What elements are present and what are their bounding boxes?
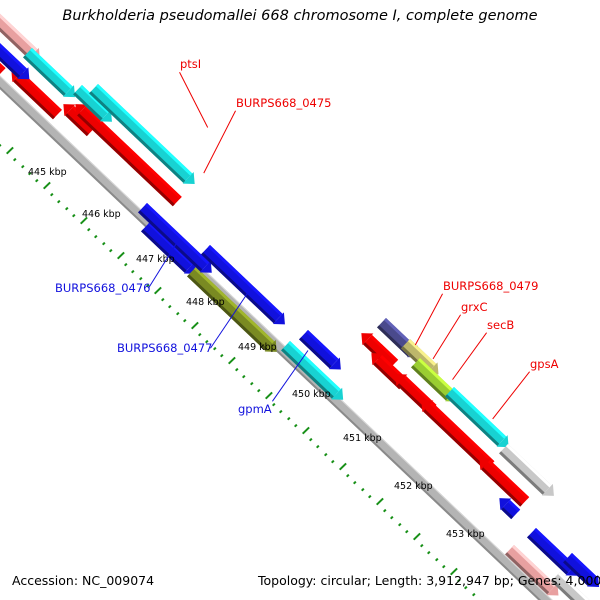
ruler-label-449: 449 kbp <box>238 342 277 353</box>
feature-label-secB[interactable]: secB <box>487 318 515 332</box>
feature-label-gpsA[interactable]: gpsA <box>530 357 559 371</box>
page-title: Burkholderia pseudomallei 668 chromosome… <box>62 8 538 24</box>
ruler-label-452: 452 kbp <box>394 481 433 492</box>
ruler-label-445: 445 kbp <box>28 167 67 178</box>
ruler-label-450: 450 kbp <box>292 389 331 400</box>
feature-label-gpmA[interactable]: gpmA <box>238 402 272 416</box>
feature-label-BURPS668_0479[interactable]: BURPS668_0479 <box>443 279 539 293</box>
ruler-label-446: 446 kbp <box>82 209 121 220</box>
accession-text: Accession: NC_009074 <box>12 573 155 588</box>
ruler-label-448: 448 kbp <box>186 297 225 308</box>
feature-label-ptsI[interactable]: ptsI <box>180 57 202 71</box>
feature-label-BURPS668_0475[interactable]: BURPS668_0475 <box>236 96 332 110</box>
ruler-label-447: 447 kbp <box>136 254 175 265</box>
ruler-label-453: 453 kbp <box>446 529 485 540</box>
ruler-label-451: 451 kbp <box>343 433 382 444</box>
axis-backbone-bar <box>0 66 600 600</box>
topology-text: Topology: circular; Length: 3,912,947 bp… <box>258 573 600 588</box>
feature-label-BURPS668_0476[interactable]: BURPS668_0476 <box>55 281 151 295</box>
status-bar: Accession: NC_009074 Topology: circular;… <box>0 566 600 600</box>
feature-label-BURPS668_0477[interactable]: BURPS668_0477 <box>117 341 213 355</box>
feature-label-grxC[interactable]: grxC <box>461 300 488 314</box>
